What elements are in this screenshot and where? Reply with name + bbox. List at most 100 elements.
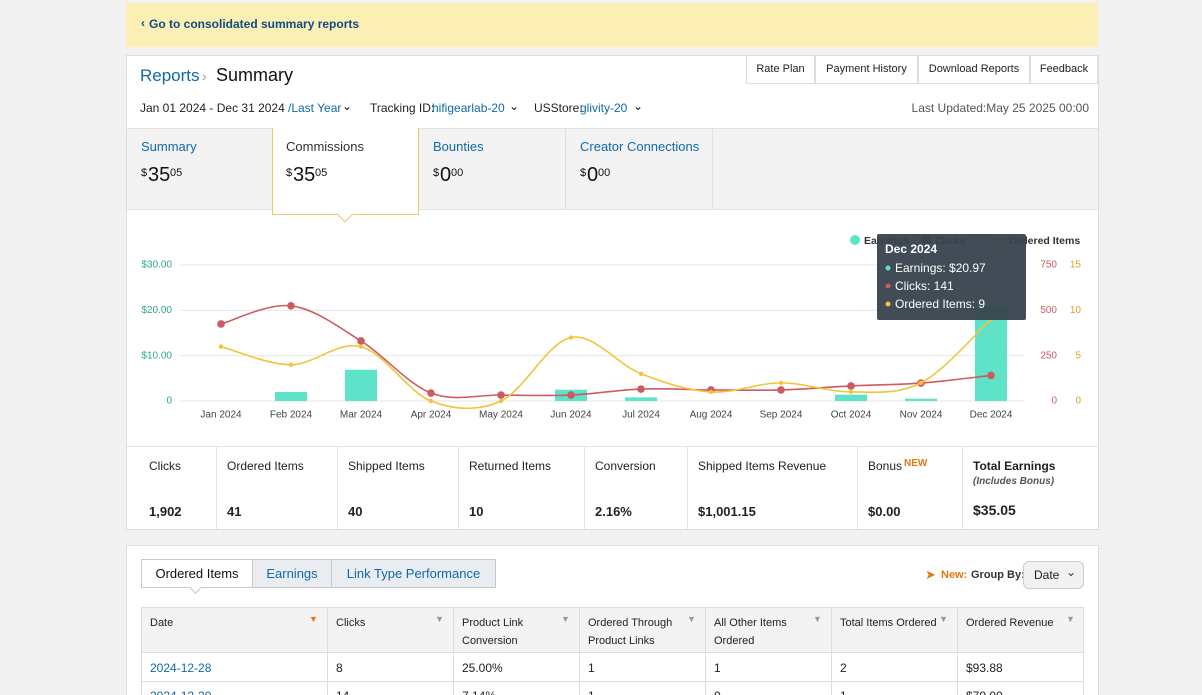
table-cell: $93.88 [966, 661, 1003, 675]
consolidated-link[interactable]: Go to consolidated summary reports [149, 17, 360, 31]
tooltip-title: Dec 2024 [885, 242, 937, 256]
tab-label[interactable]: Commissions [286, 139, 365, 154]
y2-tick-label: 750 [1040, 260, 1057, 271]
header-button[interactable]: Download Reports [918, 55, 1030, 84]
table-cell: 0 [714, 689, 721, 695]
x-tick-label: Mar 2024 [340, 410, 383, 421]
column-header[interactable]: Ordered Through Product Links [588, 617, 673, 647]
stat-divider [687, 447, 688, 529]
table-cell: 14 [336, 689, 349, 695]
sort-icon: ▼ [813, 614, 822, 624]
column-header[interactable]: Product Link Conversion [462, 617, 524, 647]
point [497, 391, 505, 399]
stat-value: $35.05 [973, 502, 1016, 518]
header-button[interactable]: Rate Plan [746, 55, 815, 84]
point [287, 302, 295, 310]
report-tab[interactable]: Ordered Items [141, 559, 253, 588]
tab-label[interactable]: Creator Connections [580, 139, 700, 154]
y-tick-label: $30.00 [141, 260, 172, 271]
table-cell: 7.14% [462, 689, 496, 695]
row-border [141, 681, 1084, 682]
point [848, 389, 854, 395]
tooltip-line: Clicks: 141 [895, 279, 954, 293]
tooltip-dot [885, 283, 891, 289]
y3-tick-label: 0 [1075, 396, 1081, 407]
group-by-value: Date [1034, 568, 1060, 582]
stat-label: Ordered Items [227, 459, 304, 473]
table-cell: 8 [336, 661, 343, 675]
tab-cents: 00 [451, 167, 464, 179]
column-header[interactable]: Ordered Revenue [966, 617, 1054, 629]
point [568, 335, 574, 340]
point [638, 371, 644, 376]
group-by-select[interactable] [1023, 561, 1084, 589]
report-tab[interactable]: Earnings [253, 559, 332, 588]
tab-label[interactable]: Bounties [433, 139, 484, 154]
store[interactable]: glivity-20 [580, 101, 628, 115]
x-tick-label: Apr 2024 [411, 410, 452, 421]
x-tick-label: Aug 2024 [690, 410, 733, 421]
column-header[interactable]: Total Items Ordered [840, 617, 937, 629]
stat-value: 1,902 [149, 504, 182, 519]
table-cell: 1 [588, 661, 595, 675]
tab-divider [565, 128, 566, 210]
sort-icon: ▼ [561, 614, 570, 624]
stat-divider [857, 447, 858, 529]
stat-divider [458, 447, 459, 529]
y3-tick-label: 5 [1075, 350, 1081, 361]
tracking-id[interactable]: hifigearlab-20 [432, 101, 505, 115]
stat-divider [962, 447, 963, 529]
period[interactable]: /Last Year [288, 101, 342, 115]
table-cell: 2 [840, 661, 847, 675]
bar [835, 394, 867, 401]
point [637, 385, 645, 393]
tab-currency: $ [580, 167, 587, 179]
x-tick-label: May 2024 [479, 410, 523, 421]
legend-label: Ordered Items [1009, 235, 1080, 247]
tooltip-dot [885, 301, 891, 307]
y3-tick-label: 15 [1070, 260, 1082, 271]
bar [975, 305, 1007, 401]
x-tick-label: Feb 2024 [270, 410, 313, 421]
header-button[interactable]: Feedback [1030, 55, 1098, 84]
column-header[interactable]: Date [150, 617, 174, 629]
table-border-right [1083, 607, 1084, 695]
y2-tick-label: 500 [1040, 305, 1057, 316]
tab-label[interactable]: Summary [141, 139, 197, 154]
column-divider [831, 607, 832, 695]
y-tick-label: 0 [166, 396, 172, 407]
column-divider [453, 607, 454, 695]
table-cell[interactable]: 2024-12-28 [150, 661, 212, 675]
stat-label: Shipped Items [348, 459, 425, 473]
tab-currency: $ [141, 167, 148, 179]
y-tick-label: $20.00 [141, 305, 172, 316]
y-tick-label: $10.00 [141, 350, 172, 361]
stat-value: 40 [348, 504, 363, 519]
breadcrumb-link[interactable]: Reports [140, 66, 200, 85]
date-range: Jan 01 2024 - Dec 31 2024 [140, 101, 285, 115]
point [918, 380, 924, 386]
caret: ⌄ [633, 99, 644, 113]
sort-icon: ▼ [687, 614, 696, 624]
x-tick-label: Dec 2024 [970, 410, 1013, 421]
banner [126, 3, 1098, 47]
caret: ⌄ [342, 99, 353, 113]
bar [905, 398, 937, 401]
point [777, 386, 785, 394]
report-tab[interactable]: Link Type Performance [332, 559, 496, 588]
chart: 0 $10.00 $20.00 $30.00 0 250 500 750 0 5 10 15 Jan 2… [141, 234, 1082, 421]
x-tick-label: Jan 2024 [200, 410, 242, 421]
column-header[interactable]: Clicks [336, 617, 366, 629]
header-button[interactable]: Payment History [815, 55, 918, 84]
sort-icon: ▼ [435, 614, 444, 624]
table-cell[interactable]: 2024-12-20 [150, 689, 211, 695]
x-tick-label: Nov 2024 [900, 410, 943, 421]
store-label: USStore: [534, 101, 583, 115]
x-tick-label: Sep 2024 [760, 410, 803, 421]
tooltip-dot [885, 265, 891, 271]
caret: ⌄ [509, 99, 520, 113]
column-header[interactable]: All Other Items Ordered [714, 617, 787, 647]
stat-label: Bonus [868, 459, 903, 473]
tab-amount: 0 [587, 164, 599, 186]
